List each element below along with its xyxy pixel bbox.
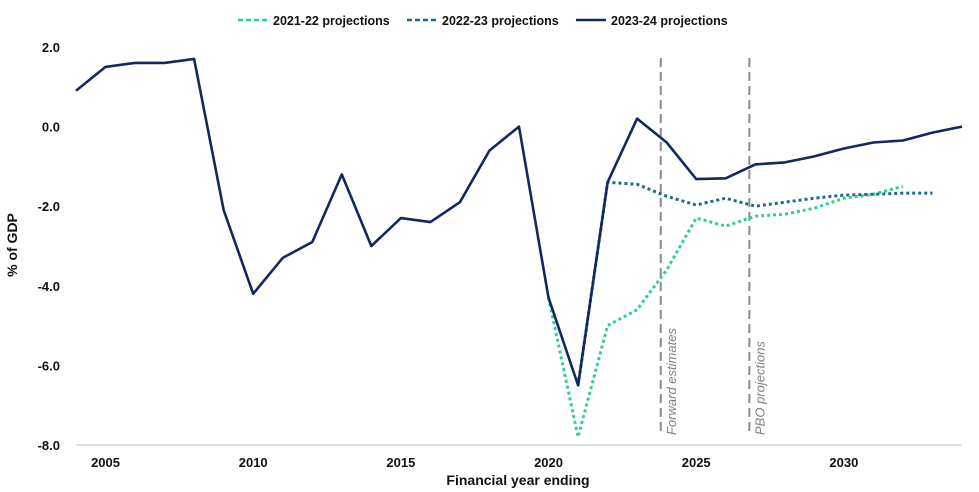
series-line-2 — [576, 180, 933, 386]
x-tick-label: 2010 — [239, 455, 268, 470]
y-tick-label: -4.0 — [38, 279, 60, 294]
legend-label-2: 2022-23 projections — [442, 14, 559, 28]
vline-layer: Forward estimates PBO projections — [659, 58, 767, 435]
x-tick-label: 2005 — [91, 455, 120, 470]
legend-label-3: 2023-24 projections — [611, 14, 728, 28]
x-tick-label: 2015 — [386, 455, 415, 470]
y-tick-label: -6.0 — [38, 358, 60, 373]
legend-label-1: 2021-22 projections — [273, 14, 390, 28]
series-layer — [75, 57, 963, 439]
series-line-3 — [75, 57, 963, 387]
y-tick-label: 2.0 — [42, 40, 60, 55]
x-tick-label: 2025 — [682, 455, 711, 470]
legend-item-2: 2022-23 projections — [407, 14, 559, 28]
legend: 2021-22 projections 2022-23 projections … — [238, 14, 728, 28]
tick-layer: 2005 2010 2015 2020 2025 2030 2.0 0.0 -2.0 -4.0 -6… — [38, 40, 859, 470]
reference-line-label: PBO projections — [752, 341, 767, 435]
legend-item-1: 2021-22 projections — [238, 14, 390, 28]
y-axis-title: % of GDP — [4, 213, 20, 277]
x-tick-label: 2030 — [829, 455, 858, 470]
reference-line-label: Forward estimates — [664, 328, 679, 435]
y-tick-label: -8.0 — [38, 438, 60, 453]
legend-item-3: 2023-24 projections — [576, 14, 728, 28]
x-tick-label: 2020 — [534, 455, 563, 470]
y-tick-label: 0.0 — [42, 120, 60, 135]
x-axis-title: Financial year ending — [446, 472, 589, 488]
series-line-1 — [547, 184, 904, 439]
y-tick-label: -2.0 — [38, 199, 60, 214]
